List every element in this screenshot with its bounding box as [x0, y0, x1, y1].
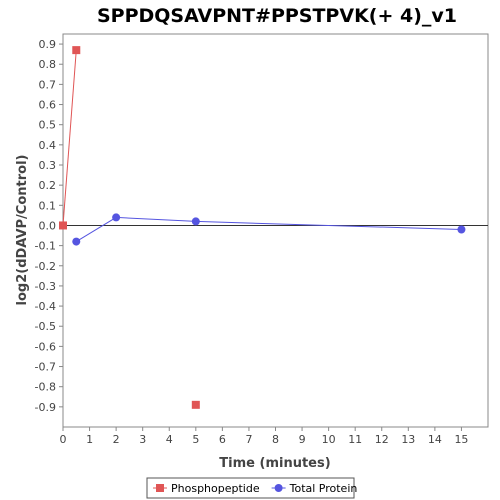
legend-box	[146, 477, 355, 499]
data-point-phosphopeptide	[72, 46, 81, 55]
data-point-phosphopeptide	[59, 221, 67, 230]
data-point-total-protein	[72, 237, 81, 246]
series-phosphopeptide	[59, 46, 200, 409]
y-tick-label: -0.7	[35, 361, 56, 374]
x-tick-label: 11	[348, 433, 362, 446]
series-line-total-protein	[76, 216, 462, 243]
x-tick-label: 10	[322, 433, 336, 446]
y-tick-label: 0.4	[39, 139, 57, 152]
data-point-total-protein	[191, 217, 200, 226]
data-point-total-protein	[457, 225, 466, 234]
data-point-total-protein	[112, 213, 121, 222]
x-tick-label: 1	[86, 433, 93, 446]
legend: Phosphopeptide Total Protein	[146, 477, 358, 499]
legend-marker-phosphopeptide	[156, 484, 164, 492]
x-tick-label: 2	[113, 433, 120, 446]
y-tick-label: -0.2	[35, 260, 56, 273]
y-tick-label: 0.9	[39, 38, 57, 51]
y-tick-label: -0.3	[35, 280, 56, 293]
x-tick-label: 9	[299, 433, 306, 446]
x-tick-label: 7	[245, 433, 252, 446]
y-tick-label: -0.5	[35, 320, 56, 333]
y-tick-label: 0.7	[39, 78, 57, 91]
y-tick-label: -0.4	[35, 300, 56, 313]
x-axis-label: Time (minutes)	[219, 456, 330, 471]
y-axis-label: log2(dDAVP/Control)	[15, 155, 30, 306]
data-point-phosphopeptide	[191, 400, 200, 409]
series-line-phosphopeptide	[62, 50, 77, 226]
plot-area	[62, 33, 489, 428]
y-tick-label: -0.6	[35, 340, 56, 353]
x-tick-label: 13	[401, 433, 415, 446]
x-tick-label: 6	[219, 433, 226, 446]
y-tick-label: 0.0	[39, 219, 57, 232]
y-tick-label: -0.9	[35, 401, 56, 414]
series-layer	[59, 46, 466, 409]
x-tick-label: 0	[60, 433, 67, 446]
y-tick-label: 0.2	[39, 179, 57, 192]
x-tick-label: 3	[139, 433, 146, 446]
y-axis: 0.9 0.8 0.7 0.6 0.5 0.4 0.3 0.2 0.1 0.0 -0.1 -0.2 -0…	[35, 38, 63, 414]
x-tick-label: 8	[272, 433, 279, 446]
x-tick-label: 15	[454, 433, 468, 446]
legend-marker-total-protein	[274, 484, 283, 492]
x-tick-label: 14	[428, 433, 442, 446]
y-tick-label: 0.5	[39, 119, 57, 132]
x-tick-label: 12	[375, 433, 389, 446]
y-tick-label: 0.8	[39, 58, 57, 71]
y-tick-label: 0.3	[39, 159, 57, 172]
y-tick-label: -0.8	[35, 381, 56, 394]
y-tick-label: 0.1	[39, 199, 57, 212]
y-tick-label: 0.6	[39, 99, 57, 112]
x-tick-label: 5	[192, 433, 199, 446]
legend-label-phosphopeptide: Phosphopeptide	[171, 482, 260, 495]
x-tick-label: 4	[166, 433, 173, 446]
x-axis: 0 1 2 3 4 5 6 7 8 9 10 11 12 13 14 15	[60, 427, 468, 446]
series-total-protein	[72, 213, 466, 246]
y-tick-label: -0.1	[35, 240, 56, 253]
chart-title: SPPDQSAVPNT#PPSTPVK(+ 4)_v1	[97, 5, 457, 27]
legend-label-total-protein: Total Protein	[289, 482, 358, 495]
